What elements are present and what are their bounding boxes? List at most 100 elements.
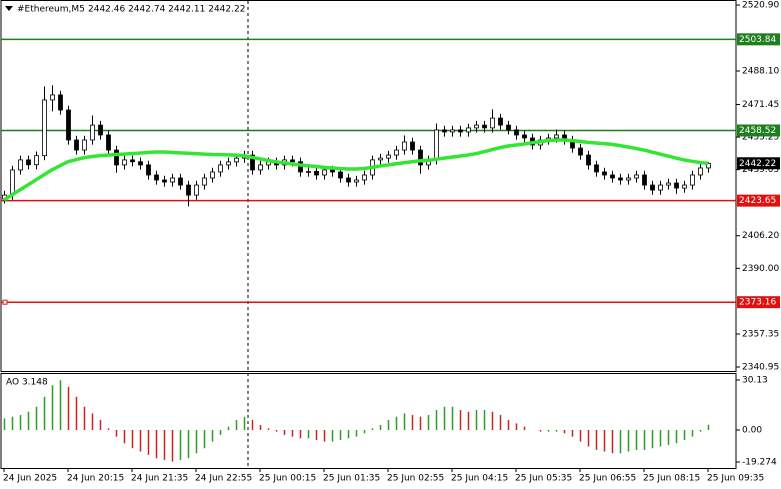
candle-body bbox=[34, 155, 39, 166]
candle-body bbox=[378, 157, 383, 161]
candle-body bbox=[698, 167, 703, 176]
x-tick-label: 25 Jun 09:35 bbox=[707, 474, 764, 484]
candle-body bbox=[98, 124, 103, 136]
candle-body bbox=[434, 129, 439, 161]
y-tick-label: 2488.10 bbox=[742, 66, 779, 76]
candle-body bbox=[610, 174, 615, 179]
y-tick-label: 2340.95 bbox=[742, 362, 779, 372]
candle-body bbox=[410, 141, 415, 151]
ao-title: AO 3.148 bbox=[6, 378, 48, 388]
candle-body bbox=[226, 161, 231, 166]
candle-body bbox=[522, 134, 527, 139]
candle-body bbox=[690, 174, 695, 186]
candle-body bbox=[394, 149, 399, 156]
candle-body bbox=[330, 169, 335, 173]
y-tick-label: 2471.45 bbox=[742, 100, 779, 110]
level-label-bg bbox=[737, 124, 780, 137]
candle-body bbox=[346, 177, 351, 183]
candle-body bbox=[106, 134, 111, 151]
y-tick-label: 2357.35 bbox=[742, 330, 779, 340]
candle-body bbox=[466, 127, 471, 133]
candle-body bbox=[338, 171, 343, 179]
x-tick-label: 25 Jun 00:15 bbox=[259, 474, 316, 484]
candle-body bbox=[130, 159, 135, 163]
last-price-label: 2442.22 bbox=[739, 159, 776, 169]
ohlc-readout: 2442.46 2442.74 2442.11 2442.22 bbox=[88, 5, 245, 15]
level-label-bg bbox=[737, 33, 780, 46]
candle-body bbox=[90, 124, 95, 141]
x-tick-label: 25 Jun 02:55 bbox=[387, 474, 444, 484]
candle-body bbox=[234, 157, 239, 163]
y-tick-label: -19.274 bbox=[742, 457, 777, 467]
x-tick-label: 25 Jun 05:35 bbox=[515, 474, 572, 484]
candle-body bbox=[146, 164, 151, 176]
candle-body bbox=[642, 174, 647, 186]
candle-body bbox=[682, 184, 687, 189]
candle-body bbox=[618, 177, 623, 181]
chart-title: #Ethereum,M5 bbox=[17, 5, 85, 15]
x-tick-label: 24 Jun 2025 bbox=[3, 474, 57, 484]
y-tick-label: 0.00 bbox=[742, 425, 762, 435]
candle-body bbox=[186, 184, 191, 196]
candle-body bbox=[658, 184, 663, 191]
x-tick-label: 25 Jun 04:15 bbox=[451, 474, 508, 484]
candle-body bbox=[258, 164, 263, 171]
candle-body bbox=[138, 161, 143, 166]
candle-body bbox=[74, 139, 79, 151]
candle-body bbox=[218, 164, 223, 173]
candle-body bbox=[178, 177, 183, 186]
candle-body bbox=[634, 174, 639, 179]
ao-panel-frame bbox=[0, 373, 737, 469]
candle-body bbox=[666, 182, 671, 186]
candle-body bbox=[58, 94, 63, 111]
candle-body bbox=[402, 141, 407, 151]
last-price-bg bbox=[737, 157, 780, 170]
candle-body bbox=[602, 171, 607, 176]
candle-body bbox=[354, 179, 359, 183]
candle-body bbox=[50, 94, 55, 101]
candle-body bbox=[42, 99, 47, 157]
candle-body bbox=[322, 169, 327, 176]
main-panel-frame bbox=[0, 0, 737, 372]
candle-body bbox=[18, 159, 23, 171]
candle-body bbox=[578, 147, 583, 156]
level-label: 2458.52 bbox=[739, 126, 776, 136]
candle-body bbox=[10, 169, 15, 196]
candle-body bbox=[498, 117, 503, 126]
candle-body bbox=[202, 177, 207, 186]
level-label: 2423.65 bbox=[739, 196, 776, 206]
candle-body bbox=[290, 159, 295, 163]
candle-body bbox=[506, 124, 511, 131]
candle-body bbox=[586, 154, 591, 166]
candle-body bbox=[442, 129, 447, 133]
candle-body bbox=[362, 174, 367, 181]
candle-body bbox=[154, 174, 159, 181]
level-marker bbox=[2, 299, 8, 305]
candle-body bbox=[210, 171, 215, 179]
candle-body bbox=[82, 139, 87, 151]
candle-body bbox=[386, 154, 391, 159]
level-label-bg bbox=[737, 194, 780, 207]
candle-body bbox=[514, 129, 519, 136]
level-label: 2373.16 bbox=[739, 298, 776, 308]
candle-body bbox=[314, 170, 319, 176]
candle-body bbox=[122, 159, 127, 166]
candle-body bbox=[114, 149, 119, 166]
chart-menu-icon bbox=[5, 6, 13, 11]
y-tick-label: 30.13 bbox=[742, 375, 768, 385]
x-tick-label: 24 Jun 20:15 bbox=[67, 474, 124, 484]
candle-body bbox=[26, 159, 31, 166]
y-tick-label: 2439.05 bbox=[742, 165, 779, 175]
candle-body bbox=[418, 149, 423, 166]
level-label: 2503.84 bbox=[739, 35, 776, 45]
candle-body bbox=[706, 162, 711, 169]
candle-body bbox=[554, 134, 559, 139]
y-tick-label: 2390.00 bbox=[742, 264, 779, 274]
x-tick-label: 24 Jun 21:35 bbox=[131, 474, 188, 484]
moving-average bbox=[3, 138, 709, 202]
level-label-bg bbox=[737, 296, 780, 309]
y-tick-label: 2455.25 bbox=[742, 133, 779, 143]
candle-body bbox=[482, 124, 487, 129]
candle-body bbox=[170, 177, 175, 183]
